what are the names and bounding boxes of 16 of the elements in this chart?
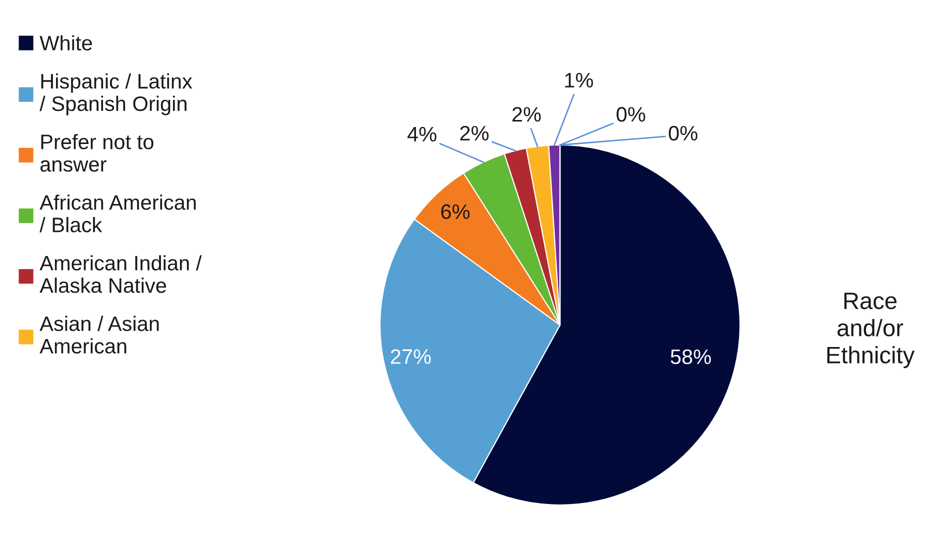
legend-label: American Indian / Alaska Native: [40, 255, 202, 293]
legend-label: African American / Black: [40, 194, 196, 232]
text: 0%: [668, 126, 698, 141]
text: 0%: [616, 106, 646, 122]
data-label: 1%: [565, 72, 593, 88]
data-label: 27%: [390, 349, 431, 364]
legend-label: Prefer not to answer: [40, 134, 154, 172]
data-label: 2%: [460, 126, 489, 141]
data-label: 58%: [670, 349, 711, 364]
data-label: 2%: [512, 106, 541, 122]
text: Race and/or Ethnicity: [827, 292, 915, 368]
data-label: 4%: [407, 126, 436, 142]
data-label: 6%: [441, 204, 470, 220]
legend-label: White: [40, 35, 92, 50]
legend-label: Asian / Asian American: [40, 316, 159, 354]
legend-label: Hispanic / Latinx / Spanish Origin: [40, 73, 192, 116]
